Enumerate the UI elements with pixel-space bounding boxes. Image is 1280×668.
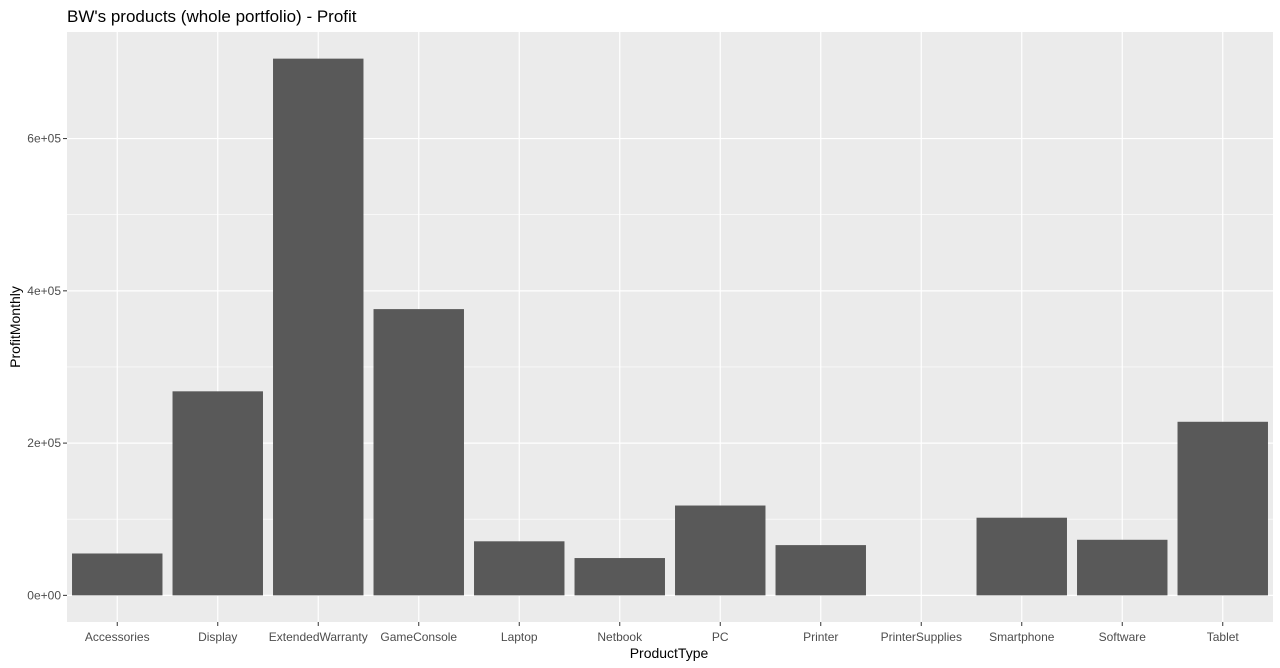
x-tick-label: Software	[1099, 630, 1147, 644]
y-tick-label: 6e+05	[27, 132, 61, 146]
x-tick-label: Tablet	[1207, 630, 1240, 644]
x-tick-label: Laptop	[501, 630, 538, 644]
bar-printer	[775, 545, 866, 596]
x-tick-label: PrinterSupplies	[881, 630, 962, 644]
bar-software	[1077, 539, 1168, 596]
bars	[72, 58, 1268, 596]
x-tick-label: Smartphone	[989, 630, 1055, 644]
bar-extendedwarranty	[273, 58, 364, 596]
plot-panel	[67, 32, 1273, 622]
x-axis: Accessories Display ExtendedWarranty GameCo…	[85, 622, 1240, 644]
bar-accessories	[72, 553, 163, 596]
x-tick-label: ExtendedWarranty	[269, 630, 368, 644]
x-tick-label: Accessories	[85, 630, 150, 644]
bar-gameconsole	[373, 309, 464, 596]
chart-title: BW's products (whole portfolio) - Profit	[67, 7, 357, 26]
bar-tablet	[1177, 421, 1268, 596]
x-tick-label: GameConsole	[380, 630, 457, 644]
y-tick-label: 2e+05	[27, 436, 61, 450]
x-axis-title: ProductType	[630, 645, 709, 661]
y-tick-label: 0e+00	[27, 588, 61, 602]
bar-smartphone	[976, 517, 1067, 596]
y-tick-label: 4e+05	[27, 284, 61, 298]
bar-display	[172, 391, 263, 596]
y-axis: 0e+00 2e+05 4e+05 6e+05	[27, 132, 67, 602]
bar-pc	[675, 505, 766, 596]
x-tick-label: Display	[198, 630, 237, 644]
y-axis-title: ProfitMonthly	[7, 286, 23, 368]
x-tick-label: Netbook	[597, 630, 643, 644]
x-tick-label: Printer	[803, 630, 838, 644]
bar-laptop	[474, 541, 565, 596]
bar-netbook	[574, 558, 665, 596]
x-tick-label: PC	[712, 630, 729, 644]
